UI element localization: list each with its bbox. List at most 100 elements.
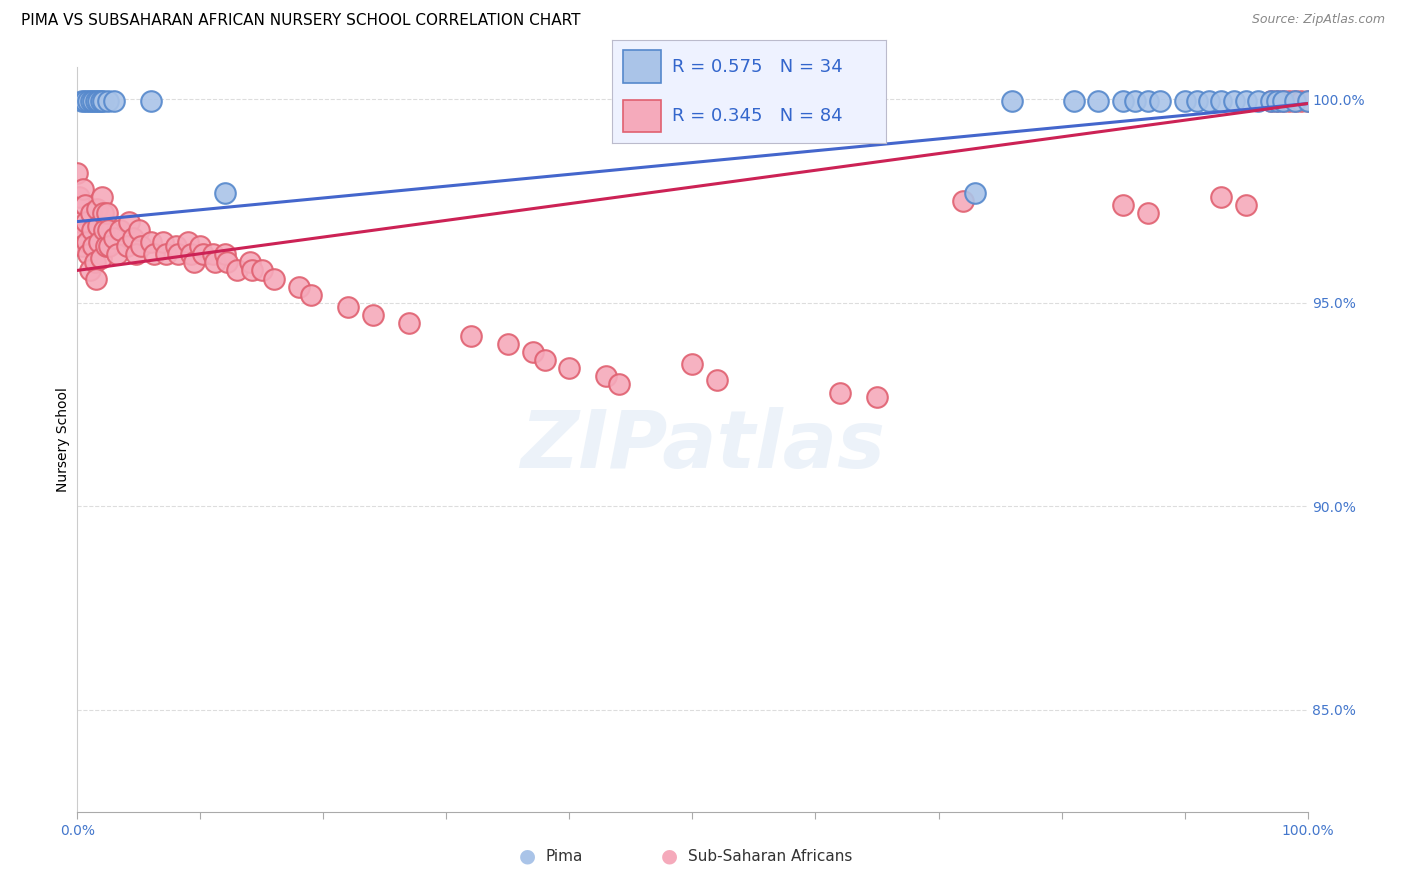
Point xyxy=(66,166,89,180)
Point xyxy=(288,279,311,293)
Text: Pima: Pima xyxy=(546,849,583,863)
Point xyxy=(398,316,420,330)
Point xyxy=(1125,95,1147,109)
Point xyxy=(299,288,322,302)
Text: ZIPatlas: ZIPatlas xyxy=(520,407,886,485)
Point xyxy=(1234,95,1257,109)
Point xyxy=(103,231,125,245)
Point xyxy=(82,95,104,109)
Point xyxy=(952,194,974,209)
Text: R = 0.575   N = 34: R = 0.575 N = 34 xyxy=(672,58,842,76)
Point xyxy=(558,361,581,376)
Point xyxy=(263,271,285,285)
Point xyxy=(682,95,704,109)
Point xyxy=(90,251,112,265)
Point xyxy=(1174,95,1197,109)
Point xyxy=(240,263,263,277)
Point xyxy=(682,357,704,371)
Point xyxy=(607,377,630,392)
Point xyxy=(214,186,236,200)
Point xyxy=(183,255,205,269)
Point xyxy=(595,369,617,384)
Point xyxy=(1296,95,1319,109)
Point xyxy=(830,385,852,400)
Point xyxy=(1272,95,1295,109)
Point xyxy=(866,390,889,404)
Point xyxy=(73,198,96,212)
Point xyxy=(69,214,91,228)
Point xyxy=(1149,95,1171,109)
Point xyxy=(82,223,104,237)
Point xyxy=(141,235,163,249)
Point xyxy=(79,263,101,277)
Point xyxy=(201,247,224,261)
Point xyxy=(103,95,125,109)
Text: Sub-Saharan Africans: Sub-Saharan Africans xyxy=(688,849,852,863)
Point xyxy=(94,239,117,253)
Point xyxy=(128,223,150,237)
Y-axis label: Nursery School: Nursery School xyxy=(56,387,70,491)
Point xyxy=(1278,95,1301,109)
Point xyxy=(1234,198,1257,212)
Point xyxy=(180,247,202,261)
Point xyxy=(460,328,482,343)
Point xyxy=(83,255,105,269)
Point xyxy=(87,95,110,109)
Point xyxy=(96,206,118,220)
Point xyxy=(250,263,273,277)
Point xyxy=(226,263,249,277)
Point xyxy=(90,95,112,109)
Point xyxy=(1211,190,1233,204)
Point xyxy=(361,308,384,322)
Point xyxy=(496,336,519,351)
Point xyxy=(77,95,100,109)
Point xyxy=(167,247,190,261)
Point xyxy=(1087,95,1109,109)
Point xyxy=(1185,95,1208,109)
Point xyxy=(217,255,239,269)
Point xyxy=(1291,95,1313,109)
Text: PIMA VS SUBSAHARAN AFRICAN NURSERY SCHOOL CORRELATION CHART: PIMA VS SUBSAHARAN AFRICAN NURSERY SCHOO… xyxy=(21,13,581,29)
Point xyxy=(91,95,114,109)
Point xyxy=(82,239,104,253)
Point xyxy=(89,235,111,249)
Point xyxy=(105,247,128,261)
Point xyxy=(91,206,114,220)
Text: ●: ● xyxy=(519,847,536,866)
Point xyxy=(1223,95,1246,109)
Point xyxy=(1260,95,1282,109)
Text: ●: ● xyxy=(661,847,678,866)
Point xyxy=(80,206,103,220)
Point xyxy=(84,95,107,109)
Point xyxy=(1063,95,1085,109)
Point xyxy=(706,373,728,387)
Point xyxy=(1112,95,1135,109)
Point xyxy=(1265,95,1288,109)
Point xyxy=(191,247,214,261)
Point xyxy=(204,255,226,269)
Point xyxy=(1247,95,1270,109)
Point xyxy=(1136,95,1159,109)
Point xyxy=(239,255,262,269)
Point xyxy=(67,190,90,204)
Point xyxy=(76,235,98,249)
Point xyxy=(86,202,108,217)
Point xyxy=(90,190,114,204)
Point xyxy=(70,239,93,253)
Point xyxy=(98,239,121,253)
Point xyxy=(214,247,236,261)
Point xyxy=(522,344,544,359)
Point xyxy=(1284,95,1306,109)
FancyBboxPatch shape xyxy=(623,50,661,83)
Point xyxy=(72,182,94,196)
Point xyxy=(141,95,163,109)
Point xyxy=(1296,95,1319,109)
Point xyxy=(70,227,93,241)
Point xyxy=(1260,95,1282,109)
Point xyxy=(337,300,360,314)
Point xyxy=(77,247,100,261)
Point xyxy=(75,214,97,228)
Text: Source: ZipAtlas.com: Source: ZipAtlas.com xyxy=(1251,13,1385,27)
Point xyxy=(87,219,110,233)
Point xyxy=(1136,206,1159,220)
